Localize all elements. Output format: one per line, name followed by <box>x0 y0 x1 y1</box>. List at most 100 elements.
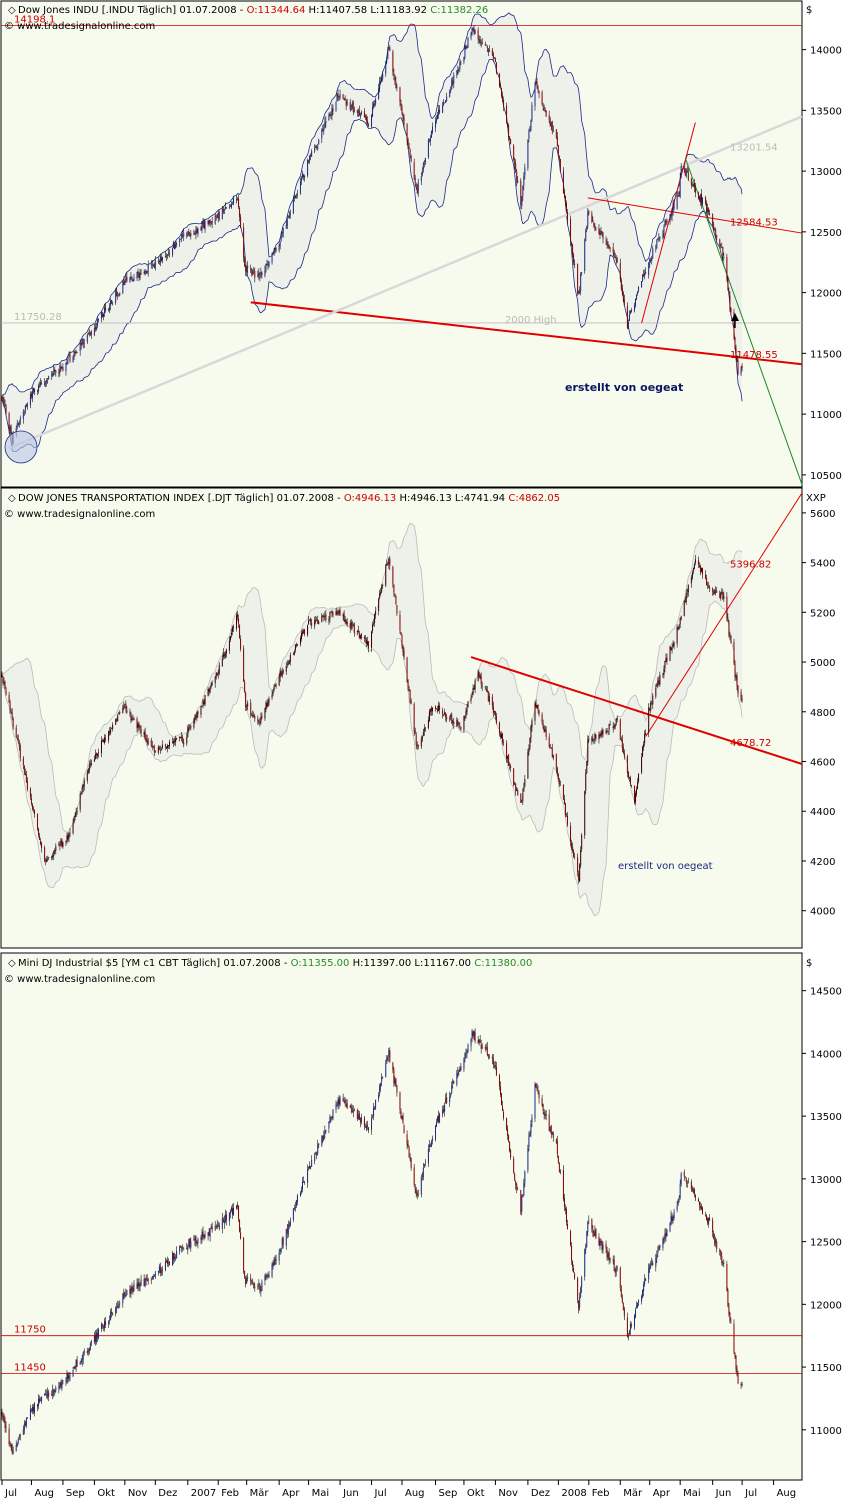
candle-body <box>81 338 83 346</box>
candle-body <box>408 146 410 149</box>
candle-body <box>295 1200 297 1206</box>
candle-body <box>613 726 615 729</box>
candle-body <box>160 1270 162 1273</box>
candle-body <box>371 1118 373 1130</box>
candle-body <box>373 103 375 107</box>
candle-body <box>65 362 67 372</box>
candle-body <box>244 256 246 267</box>
candle-body <box>138 273 140 278</box>
candle-body <box>499 733 501 737</box>
candle-body <box>608 1252 610 1260</box>
candle-body <box>294 195 296 199</box>
candle-body <box>444 712 446 715</box>
candle-body <box>59 1382 61 1387</box>
candle-body <box>97 1329 99 1339</box>
candle-body <box>470 33 472 39</box>
candle-body <box>303 630 305 633</box>
candle-body <box>176 737 178 740</box>
candle-body <box>466 47 468 49</box>
candle-body <box>67 835 69 840</box>
candle-body <box>324 615 326 617</box>
candle-body <box>694 559 696 564</box>
candle-body <box>352 102 354 113</box>
candle-body <box>330 1116 332 1118</box>
candle-body <box>694 187 696 193</box>
candle-body <box>458 723 460 725</box>
candle-body <box>602 1244 604 1250</box>
candle-body <box>143 272 145 274</box>
candle-body <box>32 388 34 392</box>
candle-body <box>279 241 281 247</box>
candle-body <box>574 856 576 858</box>
highlight-circle <box>4 430 38 464</box>
candle-body <box>292 653 294 655</box>
candle-body <box>112 1313 114 1315</box>
candle-body <box>563 192 565 196</box>
candle-body <box>223 654 225 657</box>
candle-body <box>343 98 345 100</box>
y-tick-label: 11000 <box>810 1426 842 1437</box>
candle-body <box>215 672 217 678</box>
candle-body <box>194 716 196 721</box>
candle-body <box>150 739 152 746</box>
panel-dow-jones-transportation: 5600540052005000480046004400420040005396… <box>0 487 835 949</box>
candle-body <box>509 136 511 139</box>
candle-body <box>437 114 439 120</box>
candle-body <box>623 299 625 306</box>
candle-body <box>699 1206 701 1208</box>
candle-body <box>109 1320 111 1322</box>
candle-body <box>513 768 515 785</box>
candle-body <box>477 1040 479 1043</box>
candle-body <box>243 227 245 258</box>
candle-body <box>55 845 57 851</box>
candle-body <box>477 670 479 681</box>
candle-body <box>472 27 474 30</box>
candle-body <box>37 1404 39 1407</box>
candle-body <box>336 94 338 102</box>
y-tick-label: 5200 <box>810 608 835 619</box>
candle-body <box>484 686 486 688</box>
candle-body <box>133 1283 135 1291</box>
candle-body <box>417 1194 419 1195</box>
candle-body <box>274 1258 276 1265</box>
candle-body <box>342 94 344 99</box>
candle-body <box>349 1106 351 1108</box>
x-tick-label: Okt <box>97 1488 115 1499</box>
candle-body <box>616 1267 618 1269</box>
panel-title-icon: ◇ <box>8 493 16 504</box>
candle-body <box>707 585 709 586</box>
candle-body <box>437 1117 439 1122</box>
candle-body <box>524 167 526 176</box>
candle-body <box>643 1284 645 1292</box>
candle-body <box>630 310 632 313</box>
candle-body <box>80 342 82 345</box>
candle-body <box>53 1389 55 1393</box>
candle-body <box>566 1223 568 1230</box>
candle-body <box>325 614 327 621</box>
candle-body <box>428 140 430 141</box>
candle-body <box>445 1098 447 1104</box>
candle-body <box>697 560 699 565</box>
candle-body <box>288 214 290 218</box>
candle-body <box>485 688 487 690</box>
candle-body <box>144 1278 146 1286</box>
candle-body <box>656 684 658 687</box>
candle-body <box>470 1038 472 1047</box>
candle-body <box>464 716 466 718</box>
candle-body <box>287 1224 289 1235</box>
candle-body <box>316 620 318 621</box>
candle-body <box>399 614 401 631</box>
y-tick-label: 5400 <box>810 559 835 570</box>
candle-body <box>309 156 311 162</box>
candle-body <box>40 382 42 386</box>
candle-body <box>741 699 743 701</box>
candle-body <box>140 273 142 275</box>
candle-body <box>645 271 647 274</box>
candle-body <box>97 319 99 321</box>
candle-body <box>500 1093 502 1106</box>
y-tick-label: 13000 <box>810 1175 842 1186</box>
candle-body <box>415 734 417 746</box>
candle-body <box>137 1282 139 1288</box>
candle-body <box>635 1309 637 1318</box>
